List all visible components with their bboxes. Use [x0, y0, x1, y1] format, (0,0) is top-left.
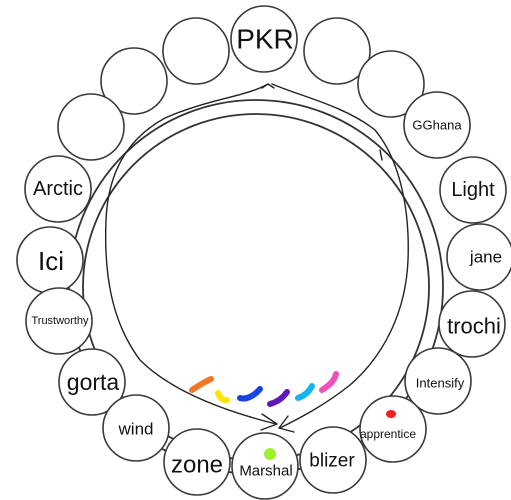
seat[interactable]: PKR — [230, 5, 298, 73]
seat-label: blizer — [309, 451, 355, 472]
seat[interactable]: Marshal — [231, 432, 299, 500]
seat-label: Arctic — [33, 178, 83, 200]
red-piece[interactable] — [386, 410, 396, 418]
seat-label: Ici — [38, 246, 64, 276]
seat[interactable]: wind — [102, 394, 170, 462]
right-arrowhead — [278, 415, 295, 433]
cyan-piece[interactable] — [295, 383, 315, 401]
seat-label: Marshal — [239, 463, 292, 480]
seat[interactable] — [57, 93, 125, 161]
seat[interactable] — [303, 17, 371, 85]
lime-piece[interactable] — [264, 448, 276, 460]
blue-piece[interactable] — [237, 386, 263, 402]
side-tick-mark — [379, 149, 383, 161]
seat[interactable] — [162, 17, 230, 85]
seat-label: wind — [118, 420, 154, 439]
seat[interactable]: jane — [446, 223, 511, 291]
seat-label: trochi — [447, 314, 501, 339]
seat-label: PKR — [236, 24, 294, 55]
seat[interactable]: apprentice — [359, 395, 427, 463]
right-path-line — [271, 83, 409, 429]
seat[interactable] — [357, 50, 425, 118]
seat[interactable]: Intensify — [404, 347, 472, 415]
seat-label: Intensify — [416, 376, 465, 391]
seat[interactable]: GGhana — [403, 91, 471, 159]
seat[interactable]: Ici — [16, 226, 84, 294]
pink-piece[interactable] — [319, 371, 339, 393]
left-path-line — [104, 83, 277, 425]
top-tick-mark — [261, 83, 275, 89]
seat-label: Light — [451, 179, 495, 201]
seat[interactable]: Arctic — [24, 155, 92, 223]
seat[interactable] — [100, 47, 168, 115]
seat[interactable]: trochi — [438, 290, 506, 358]
orange-piece[interactable] — [189, 376, 214, 393]
seat[interactable]: Trustworthy — [25, 287, 93, 355]
seat[interactable]: gorta — [58, 348, 126, 416]
seat[interactable]: Light — [439, 156, 507, 224]
seat[interactable]: zone — [163, 428, 231, 496]
seat[interactable]: blizer — [299, 426, 367, 494]
seat-label: GGhana — [412, 118, 462, 133]
seat-label: jane — [469, 248, 502, 267]
seat-label: zone — [171, 452, 223, 479]
seat-label: Trustworthy — [31, 315, 89, 327]
left-arrowhead — [260, 413, 278, 431]
yellow-piece[interactable] — [215, 390, 230, 404]
seat-label: gorta — [67, 369, 120, 395]
seat-label: apprentice — [360, 427, 416, 441]
purple-piece[interactable] — [267, 389, 290, 407]
